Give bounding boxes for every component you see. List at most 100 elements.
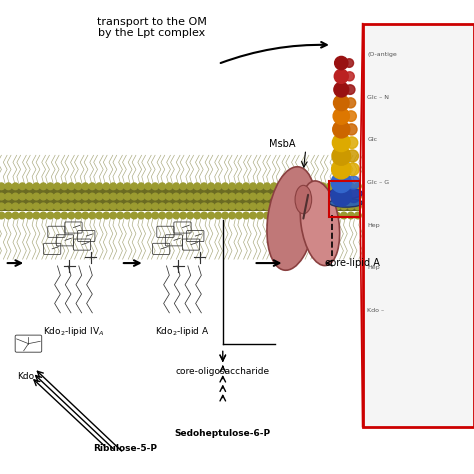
Circle shape (0, 203, 5, 210)
Circle shape (229, 183, 236, 190)
Circle shape (187, 212, 193, 219)
Circle shape (173, 193, 180, 200)
Circle shape (117, 193, 124, 200)
Circle shape (313, 203, 319, 210)
Circle shape (222, 183, 228, 190)
Circle shape (103, 183, 109, 190)
Circle shape (47, 183, 54, 190)
Circle shape (61, 203, 68, 210)
Text: MsbA: MsbA (269, 139, 295, 149)
Circle shape (82, 183, 89, 190)
Circle shape (215, 193, 221, 200)
Circle shape (236, 212, 242, 219)
Circle shape (75, 212, 82, 219)
Circle shape (278, 203, 284, 210)
Circle shape (194, 183, 201, 190)
Circle shape (138, 203, 145, 210)
Circle shape (327, 212, 333, 219)
Circle shape (236, 203, 242, 210)
Circle shape (285, 212, 292, 219)
Circle shape (333, 121, 350, 138)
Circle shape (250, 212, 256, 219)
Circle shape (61, 212, 68, 219)
Circle shape (319, 203, 326, 210)
Circle shape (264, 183, 270, 190)
Circle shape (96, 212, 102, 219)
Circle shape (152, 212, 158, 219)
Text: (O-antige: (O-antige (367, 52, 397, 57)
Circle shape (103, 212, 109, 219)
Ellipse shape (300, 181, 340, 265)
Circle shape (82, 193, 89, 200)
Circle shape (345, 72, 354, 81)
Circle shape (5, 212, 12, 219)
Circle shape (152, 193, 158, 200)
Text: Kdo$_2$-lipid IV$_A$: Kdo$_2$-lipid IV$_A$ (43, 325, 104, 337)
Circle shape (347, 183, 354, 190)
Circle shape (208, 183, 214, 190)
Circle shape (131, 183, 137, 190)
Circle shape (208, 203, 214, 210)
Circle shape (332, 160, 351, 179)
Circle shape (159, 183, 165, 190)
Circle shape (278, 183, 284, 190)
Circle shape (187, 183, 193, 190)
Circle shape (187, 193, 193, 200)
Circle shape (110, 183, 117, 190)
Circle shape (229, 203, 236, 210)
Circle shape (131, 193, 137, 200)
Circle shape (285, 203, 292, 210)
Circle shape (257, 183, 264, 190)
Circle shape (131, 212, 137, 219)
Circle shape (229, 212, 236, 219)
Circle shape (271, 183, 277, 190)
Circle shape (68, 183, 74, 190)
Circle shape (19, 183, 26, 190)
Text: Hep: Hep (367, 223, 380, 228)
Circle shape (19, 203, 26, 210)
Circle shape (166, 183, 173, 190)
Circle shape (327, 203, 333, 210)
Circle shape (138, 183, 145, 190)
Circle shape (331, 185, 352, 206)
Circle shape (138, 212, 145, 219)
Circle shape (345, 59, 354, 67)
Circle shape (47, 203, 54, 210)
Circle shape (54, 183, 61, 190)
Circle shape (173, 203, 180, 210)
Bar (363, 24, 474, 427)
Circle shape (208, 193, 214, 200)
Circle shape (75, 203, 82, 210)
Circle shape (222, 212, 228, 219)
Text: core-lipid A: core-lipid A (325, 258, 380, 268)
Ellipse shape (267, 167, 316, 270)
Circle shape (166, 203, 173, 210)
Circle shape (0, 193, 5, 200)
Circle shape (236, 183, 242, 190)
Circle shape (75, 183, 82, 190)
Circle shape (347, 189, 361, 202)
Circle shape (138, 193, 145, 200)
Circle shape (347, 176, 360, 189)
Circle shape (347, 193, 354, 200)
Circle shape (341, 203, 347, 210)
Circle shape (5, 203, 12, 210)
Circle shape (243, 183, 249, 190)
Circle shape (334, 95, 349, 110)
Circle shape (257, 203, 264, 210)
Circle shape (334, 203, 340, 210)
Circle shape (341, 183, 347, 190)
Circle shape (250, 193, 256, 200)
Circle shape (180, 183, 186, 190)
Circle shape (292, 203, 298, 210)
Circle shape (243, 203, 249, 210)
Circle shape (346, 85, 355, 94)
Text: Sedoheptulose-6-P: Sedoheptulose-6-P (175, 429, 271, 438)
Circle shape (332, 134, 350, 152)
Circle shape (201, 212, 208, 219)
Circle shape (313, 212, 319, 219)
Circle shape (334, 82, 349, 97)
Circle shape (145, 203, 152, 210)
Circle shape (306, 193, 312, 200)
Circle shape (334, 212, 340, 219)
